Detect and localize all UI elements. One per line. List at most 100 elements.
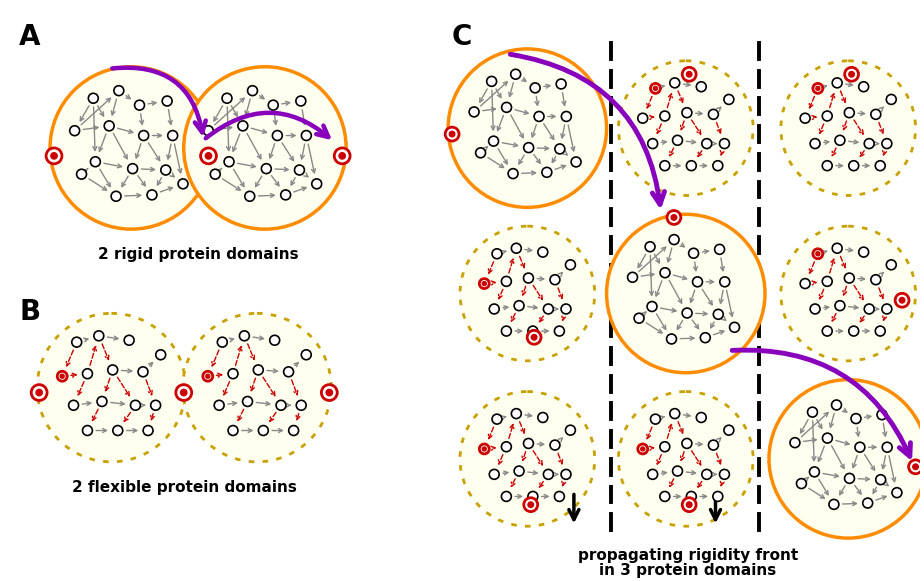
Circle shape	[693, 277, 702, 287]
Circle shape	[490, 469, 499, 479]
Circle shape	[183, 313, 332, 462]
Circle shape	[528, 502, 533, 507]
Circle shape	[176, 385, 191, 400]
Circle shape	[702, 139, 711, 149]
Circle shape	[82, 425, 92, 436]
Circle shape	[156, 350, 165, 360]
Circle shape	[845, 273, 855, 283]
Circle shape	[816, 87, 820, 91]
Circle shape	[225, 157, 234, 167]
Circle shape	[875, 161, 885, 171]
FancyArrowPatch shape	[510, 54, 664, 205]
Circle shape	[490, 304, 499, 314]
Circle shape	[682, 439, 692, 449]
Circle shape	[237, 121, 248, 131]
Circle shape	[322, 385, 337, 400]
Circle shape	[511, 69, 520, 79]
Circle shape	[822, 111, 833, 121]
Circle shape	[524, 273, 533, 283]
Circle shape	[502, 442, 511, 451]
Circle shape	[528, 492, 538, 501]
Circle shape	[673, 466, 683, 476]
Circle shape	[877, 410, 887, 419]
Circle shape	[713, 309, 723, 319]
Circle shape	[476, 148, 485, 158]
Circle shape	[660, 161, 670, 171]
Circle shape	[647, 302, 657, 311]
Circle shape	[168, 131, 177, 141]
Circle shape	[571, 157, 581, 167]
Circle shape	[480, 444, 489, 454]
Circle shape	[667, 210, 681, 224]
Circle shape	[281, 190, 290, 200]
Circle shape	[882, 442, 893, 452]
Text: propagating rigidity front: propagating rigidity front	[578, 548, 798, 564]
Circle shape	[460, 392, 595, 526]
Circle shape	[822, 433, 833, 443]
Circle shape	[913, 464, 918, 469]
Circle shape	[781, 226, 916, 361]
Circle shape	[543, 469, 553, 479]
Circle shape	[77, 169, 87, 179]
Circle shape	[800, 279, 810, 289]
Circle shape	[511, 408, 521, 418]
Circle shape	[697, 413, 706, 422]
Circle shape	[60, 374, 64, 378]
Circle shape	[700, 333, 711, 343]
Circle shape	[606, 214, 765, 373]
Circle shape	[82, 369, 92, 379]
Circle shape	[886, 95, 896, 105]
Circle shape	[531, 335, 537, 340]
Circle shape	[855, 442, 865, 452]
Circle shape	[650, 414, 661, 424]
Circle shape	[709, 440, 718, 450]
Circle shape	[618, 61, 753, 195]
Circle shape	[813, 249, 822, 259]
Circle shape	[810, 139, 820, 149]
Circle shape	[206, 374, 210, 378]
Circle shape	[524, 498, 538, 512]
FancyArrowPatch shape	[732, 350, 910, 456]
Circle shape	[561, 469, 571, 479]
Circle shape	[723, 425, 734, 435]
Circle shape	[713, 492, 723, 501]
Circle shape	[660, 492, 670, 501]
Circle shape	[800, 113, 810, 123]
Circle shape	[222, 94, 232, 103]
Circle shape	[670, 78, 680, 88]
Circle shape	[480, 279, 489, 289]
Circle shape	[713, 161, 723, 171]
Circle shape	[810, 304, 820, 314]
Circle shape	[163, 96, 172, 106]
Circle shape	[682, 498, 696, 512]
Circle shape	[863, 498, 872, 508]
Circle shape	[895, 293, 909, 307]
Circle shape	[108, 365, 117, 375]
Circle shape	[469, 107, 479, 117]
FancyArrowPatch shape	[206, 113, 328, 138]
Circle shape	[781, 61, 916, 195]
Circle shape	[687, 502, 692, 507]
Circle shape	[648, 139, 658, 149]
Circle shape	[832, 400, 842, 410]
Circle shape	[660, 442, 670, 451]
Circle shape	[538, 413, 548, 422]
Circle shape	[899, 297, 905, 303]
Circle shape	[489, 136, 499, 146]
Circle shape	[228, 425, 238, 436]
Circle shape	[528, 331, 541, 344]
Circle shape	[881, 139, 892, 149]
Circle shape	[91, 157, 101, 167]
Circle shape	[524, 143, 533, 153]
Circle shape	[822, 161, 833, 171]
Circle shape	[161, 165, 171, 175]
Circle shape	[487, 77, 496, 87]
Circle shape	[135, 100, 144, 110]
Circle shape	[813, 84, 822, 94]
Circle shape	[845, 474, 855, 483]
Circle shape	[565, 260, 576, 270]
Circle shape	[702, 469, 711, 479]
Circle shape	[833, 78, 842, 88]
Circle shape	[864, 139, 874, 149]
Circle shape	[908, 460, 922, 474]
